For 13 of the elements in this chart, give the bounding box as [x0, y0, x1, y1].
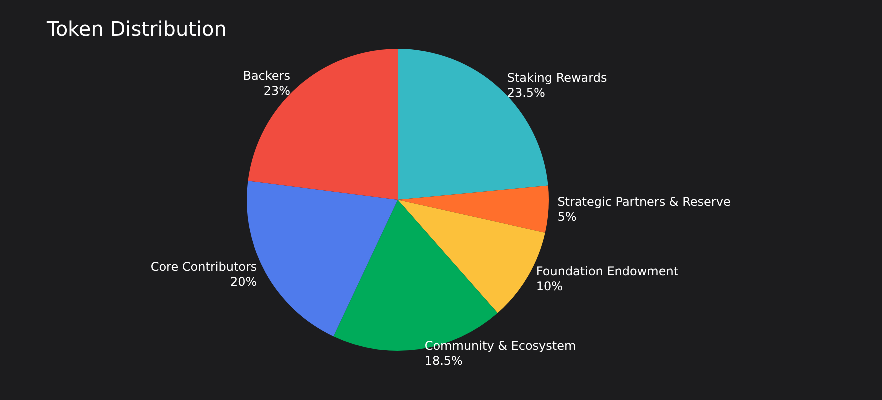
slice-label: Community & Ecosystem: [424, 338, 576, 353]
chart-title: Token Distribution: [46, 17, 227, 41]
slice-label: Core Contributors: [150, 260, 258, 274]
data-label: 23%: [264, 84, 290, 98]
data-label: 18.5%: [424, 354, 463, 368]
data-label: 10%: [536, 279, 564, 294]
slice-label: Strategic Partners & Reserve: [558, 195, 731, 210]
slice-label: Backers: [243, 69, 290, 84]
data-label: 5%: [558, 210, 577, 224]
slice-label: Foundation Endowment: [536, 264, 679, 278]
data-label: 20%: [230, 275, 258, 290]
data-label: 23.5%: [507, 86, 546, 100]
slice-label: Staking Rewards: [507, 70, 608, 85]
